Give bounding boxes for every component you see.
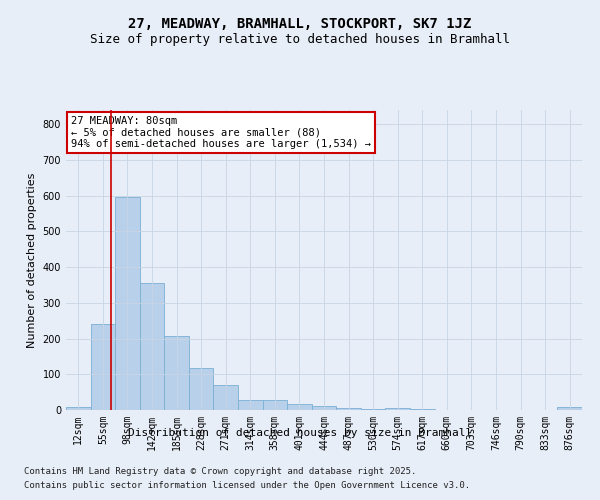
Text: Contains public sector information licensed under the Open Government Licence v3: Contains public sector information licen… [24, 481, 470, 490]
Bar [312, 406, 336, 410]
Text: Contains HM Land Registry data © Crown copyright and database right 2025.: Contains HM Land Registry data © Crown c… [24, 468, 416, 476]
Bar [557, 407, 582, 410]
Bar [91, 324, 115, 410]
Text: 27 MEADWAY: 80sqm
← 5% of detached houses are smaller (88)
94% of semi-detached : 27 MEADWAY: 80sqm ← 5% of detached house… [71, 116, 371, 149]
Bar [238, 400, 263, 410]
Bar [287, 404, 312, 410]
Bar [214, 385, 238, 410]
Bar [189, 368, 214, 410]
Bar [66, 407, 91, 410]
Bar [115, 197, 140, 410]
Y-axis label: Number of detached properties: Number of detached properties [27, 172, 37, 348]
Text: Size of property relative to detached houses in Bramhall: Size of property relative to detached ho… [90, 32, 510, 46]
Bar [336, 408, 361, 410]
Bar [164, 336, 189, 410]
Bar [263, 400, 287, 410]
Bar [385, 408, 410, 410]
Text: Distribution of detached houses by size in Bramhall: Distribution of detached houses by size … [128, 428, 472, 438]
Text: 27, MEADWAY, BRAMHALL, STOCKPORT, SK7 1JZ: 27, MEADWAY, BRAMHALL, STOCKPORT, SK7 1J… [128, 18, 472, 32]
Bar [140, 283, 164, 410]
